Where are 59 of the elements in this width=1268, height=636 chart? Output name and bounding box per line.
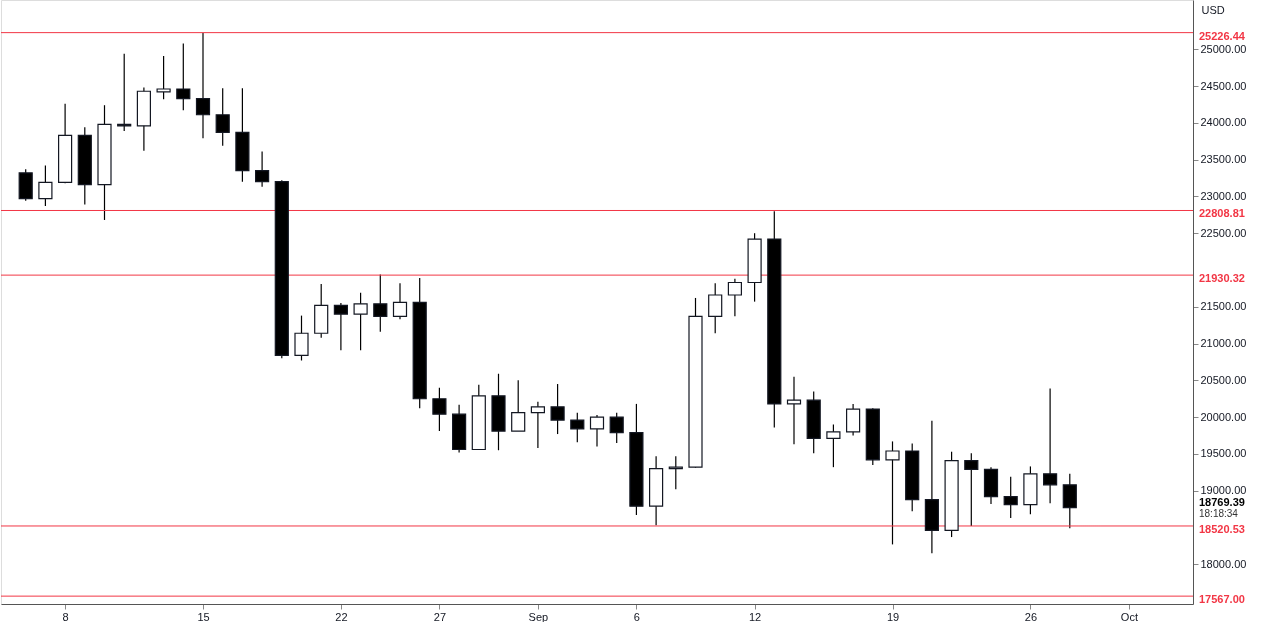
candlestick (786, 376, 802, 445)
ref-line-label: 18520.53 (1199, 522, 1245, 535)
candlestick (609, 412, 624, 444)
text: 18769.39 (1199, 495, 1245, 508)
candlestick (392, 282, 408, 320)
candlestick (570, 412, 585, 443)
candlestick (826, 423, 841, 468)
candlestick (708, 282, 723, 334)
y-tick-label: 21000.00 (1200, 337, 1247, 350)
ref-line-label: 17567.00 (1199, 593, 1245, 606)
candlestick (215, 87, 230, 147)
ref-line-label: 21930.32 (1199, 272, 1245, 285)
y-tick-label: 25000.00 (1200, 42, 1247, 55)
candlestick (846, 403, 861, 437)
y-tick-label: 23000.00 (1200, 189, 1247, 202)
x-tick-label: 22 (335, 610, 348, 623)
y-tick-label: 18000.00 (1200, 557, 1247, 570)
candlestick (511, 379, 526, 432)
candlestick (333, 302, 348, 351)
x-tick-label: 15 (197, 610, 210, 623)
candlestick (38, 164, 53, 207)
x-tick-label: 6 (633, 610, 640, 623)
candlestick (589, 414, 605, 448)
y-tick-label: 20000.00 (1200, 410, 1247, 423)
text: 18:18:34 (1199, 507, 1239, 519)
y-tick-label: 23500.00 (1200, 153, 1247, 166)
ref-line-label: 22808.81 (1199, 207, 1245, 220)
candlestick (294, 315, 309, 362)
candlestick (964, 452, 979, 527)
candlestick (156, 55, 171, 100)
candlestick (530, 401, 545, 449)
candlestick (1003, 476, 1018, 519)
y-tick-label: 22500.00 (1200, 226, 1247, 239)
y-tick-label: 24500.00 (1200, 79, 1247, 92)
x-tick-label: Sep (528, 610, 549, 623)
candlestick (727, 278, 742, 317)
x-tick-label: 12 (748, 610, 762, 623)
x-tick-label: 8 (62, 610, 69, 623)
x-tick-label: 19 (886, 610, 900, 623)
candlestick (1043, 387, 1058, 504)
candlestick (1062, 473, 1077, 529)
x-tick-label: 27 (433, 610, 447, 623)
y-tick-label: 21500.00 (1200, 300, 1247, 313)
y-tick-label: 20500.00 (1200, 373, 1247, 386)
candlestick (885, 440, 900, 546)
y-tick-label: 19000.00 (1200, 484, 1247, 497)
candlestick (432, 387, 447, 432)
candlestick (353, 292, 368, 351)
x-tick-label: 26 (1024, 610, 1038, 623)
y-tick-label: 24000.00 (1200, 116, 1247, 129)
candlestick (176, 42, 191, 111)
ref-line-label: 25226.44 (1199, 29, 1246, 42)
y-axis-title: USD (1201, 3, 1225, 16)
y-tick-label: 19500.00 (1200, 447, 1247, 460)
x-tick-label: Oct (1120, 610, 1138, 623)
candlestick (550, 383, 565, 435)
candlestick (373, 273, 388, 333)
candlestick (255, 150, 270, 188)
candlestick (195, 32, 211, 139)
